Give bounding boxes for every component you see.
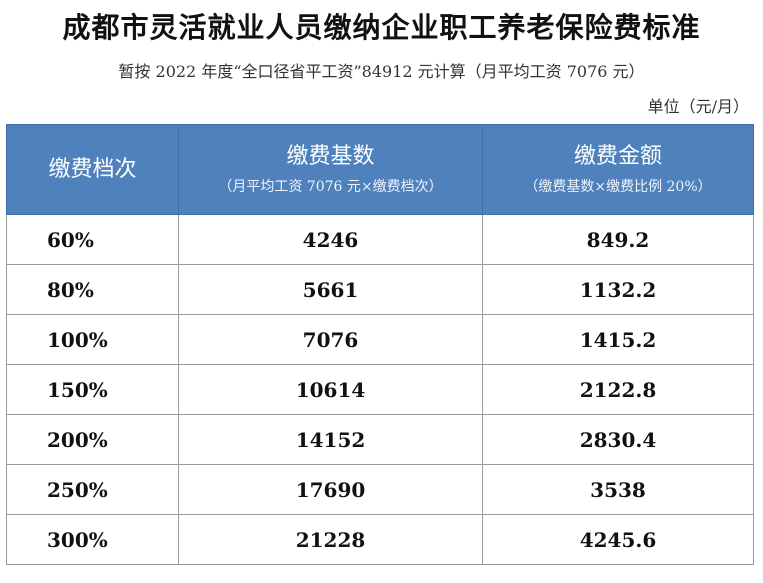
cell-level: 200% (6, 414, 179, 465)
cell-base: 10614 (178, 364, 483, 415)
fee-standard-table: 缴费档次 缴费基数 （月平均工资 7076 元×缴费档次） 缴费金额 （缴费基数… (6, 124, 754, 565)
cell-level: 60% (6, 214, 179, 265)
cell-base: 4246 (178, 214, 483, 265)
column-header-formula: （缴费基数×缴费比例 20%） (524, 178, 712, 195)
cell-amount: 3538 (482, 464, 754, 515)
column-header-label: 缴费基数 (286, 143, 375, 169)
table-row: 60% 4246 849.2 (6, 214, 754, 265)
table-row: 100% 7076 1415.2 (6, 314, 754, 365)
page-subtitle: 暂按 2022 年度“全口径省平工资”84912 元计算（月平均工资 7076 … (118, 62, 645, 81)
cell-amount: 1415.2 (482, 314, 754, 365)
column-header-level: 缴费档次 (6, 124, 179, 215)
cell-base: 21228 (178, 514, 483, 565)
table-row: 150% 10614 2122.8 (6, 364, 754, 415)
cell-base: 17690 (178, 464, 483, 515)
cell-amount: 849.2 (482, 214, 754, 265)
page-title: 成都市灵活就业人员缴纳企业职工养老保险费标准 (62, 11, 701, 44)
table-header-row: 缴费档次 缴费基数 （月平均工资 7076 元×缴费档次） 缴费金额 （缴费基数… (6, 124, 754, 215)
column-header-base: 缴费基数 （月平均工资 7076 元×缴费档次） (178, 124, 483, 215)
column-header-amount: 缴费金额 （缴费基数×缴费比例 20%） (482, 124, 754, 215)
cell-level: 300% (6, 514, 179, 565)
column-header-formula: （月平均工资 7076 元×缴费档次） (218, 178, 443, 195)
cell-amount: 2122.8 (482, 364, 754, 415)
cell-base: 14152 (178, 414, 483, 465)
cell-base: 5661 (178, 264, 483, 315)
unit-label: 单位（元/月） (647, 97, 749, 116)
cell-level: 80% (6, 264, 179, 315)
cell-level: 100% (6, 314, 179, 365)
column-header-label: 缴费金额 (573, 143, 662, 169)
table-row: 300% 21228 4245.6 (6, 514, 754, 565)
cell-amount: 1132.2 (482, 264, 754, 315)
table-row: 80% 5661 1132.2 (6, 264, 754, 315)
cell-base: 7076 (178, 314, 483, 365)
cell-amount: 4245.6 (482, 514, 754, 565)
column-header-label: 缴费档次 (48, 156, 137, 182)
table-row: 200% 14152 2830.4 (6, 414, 754, 465)
cell-level: 150% (6, 364, 179, 415)
cell-amount: 2830.4 (482, 414, 754, 465)
table-row: 250% 17690 3538 (6, 464, 754, 515)
cell-level: 250% (6, 464, 179, 515)
